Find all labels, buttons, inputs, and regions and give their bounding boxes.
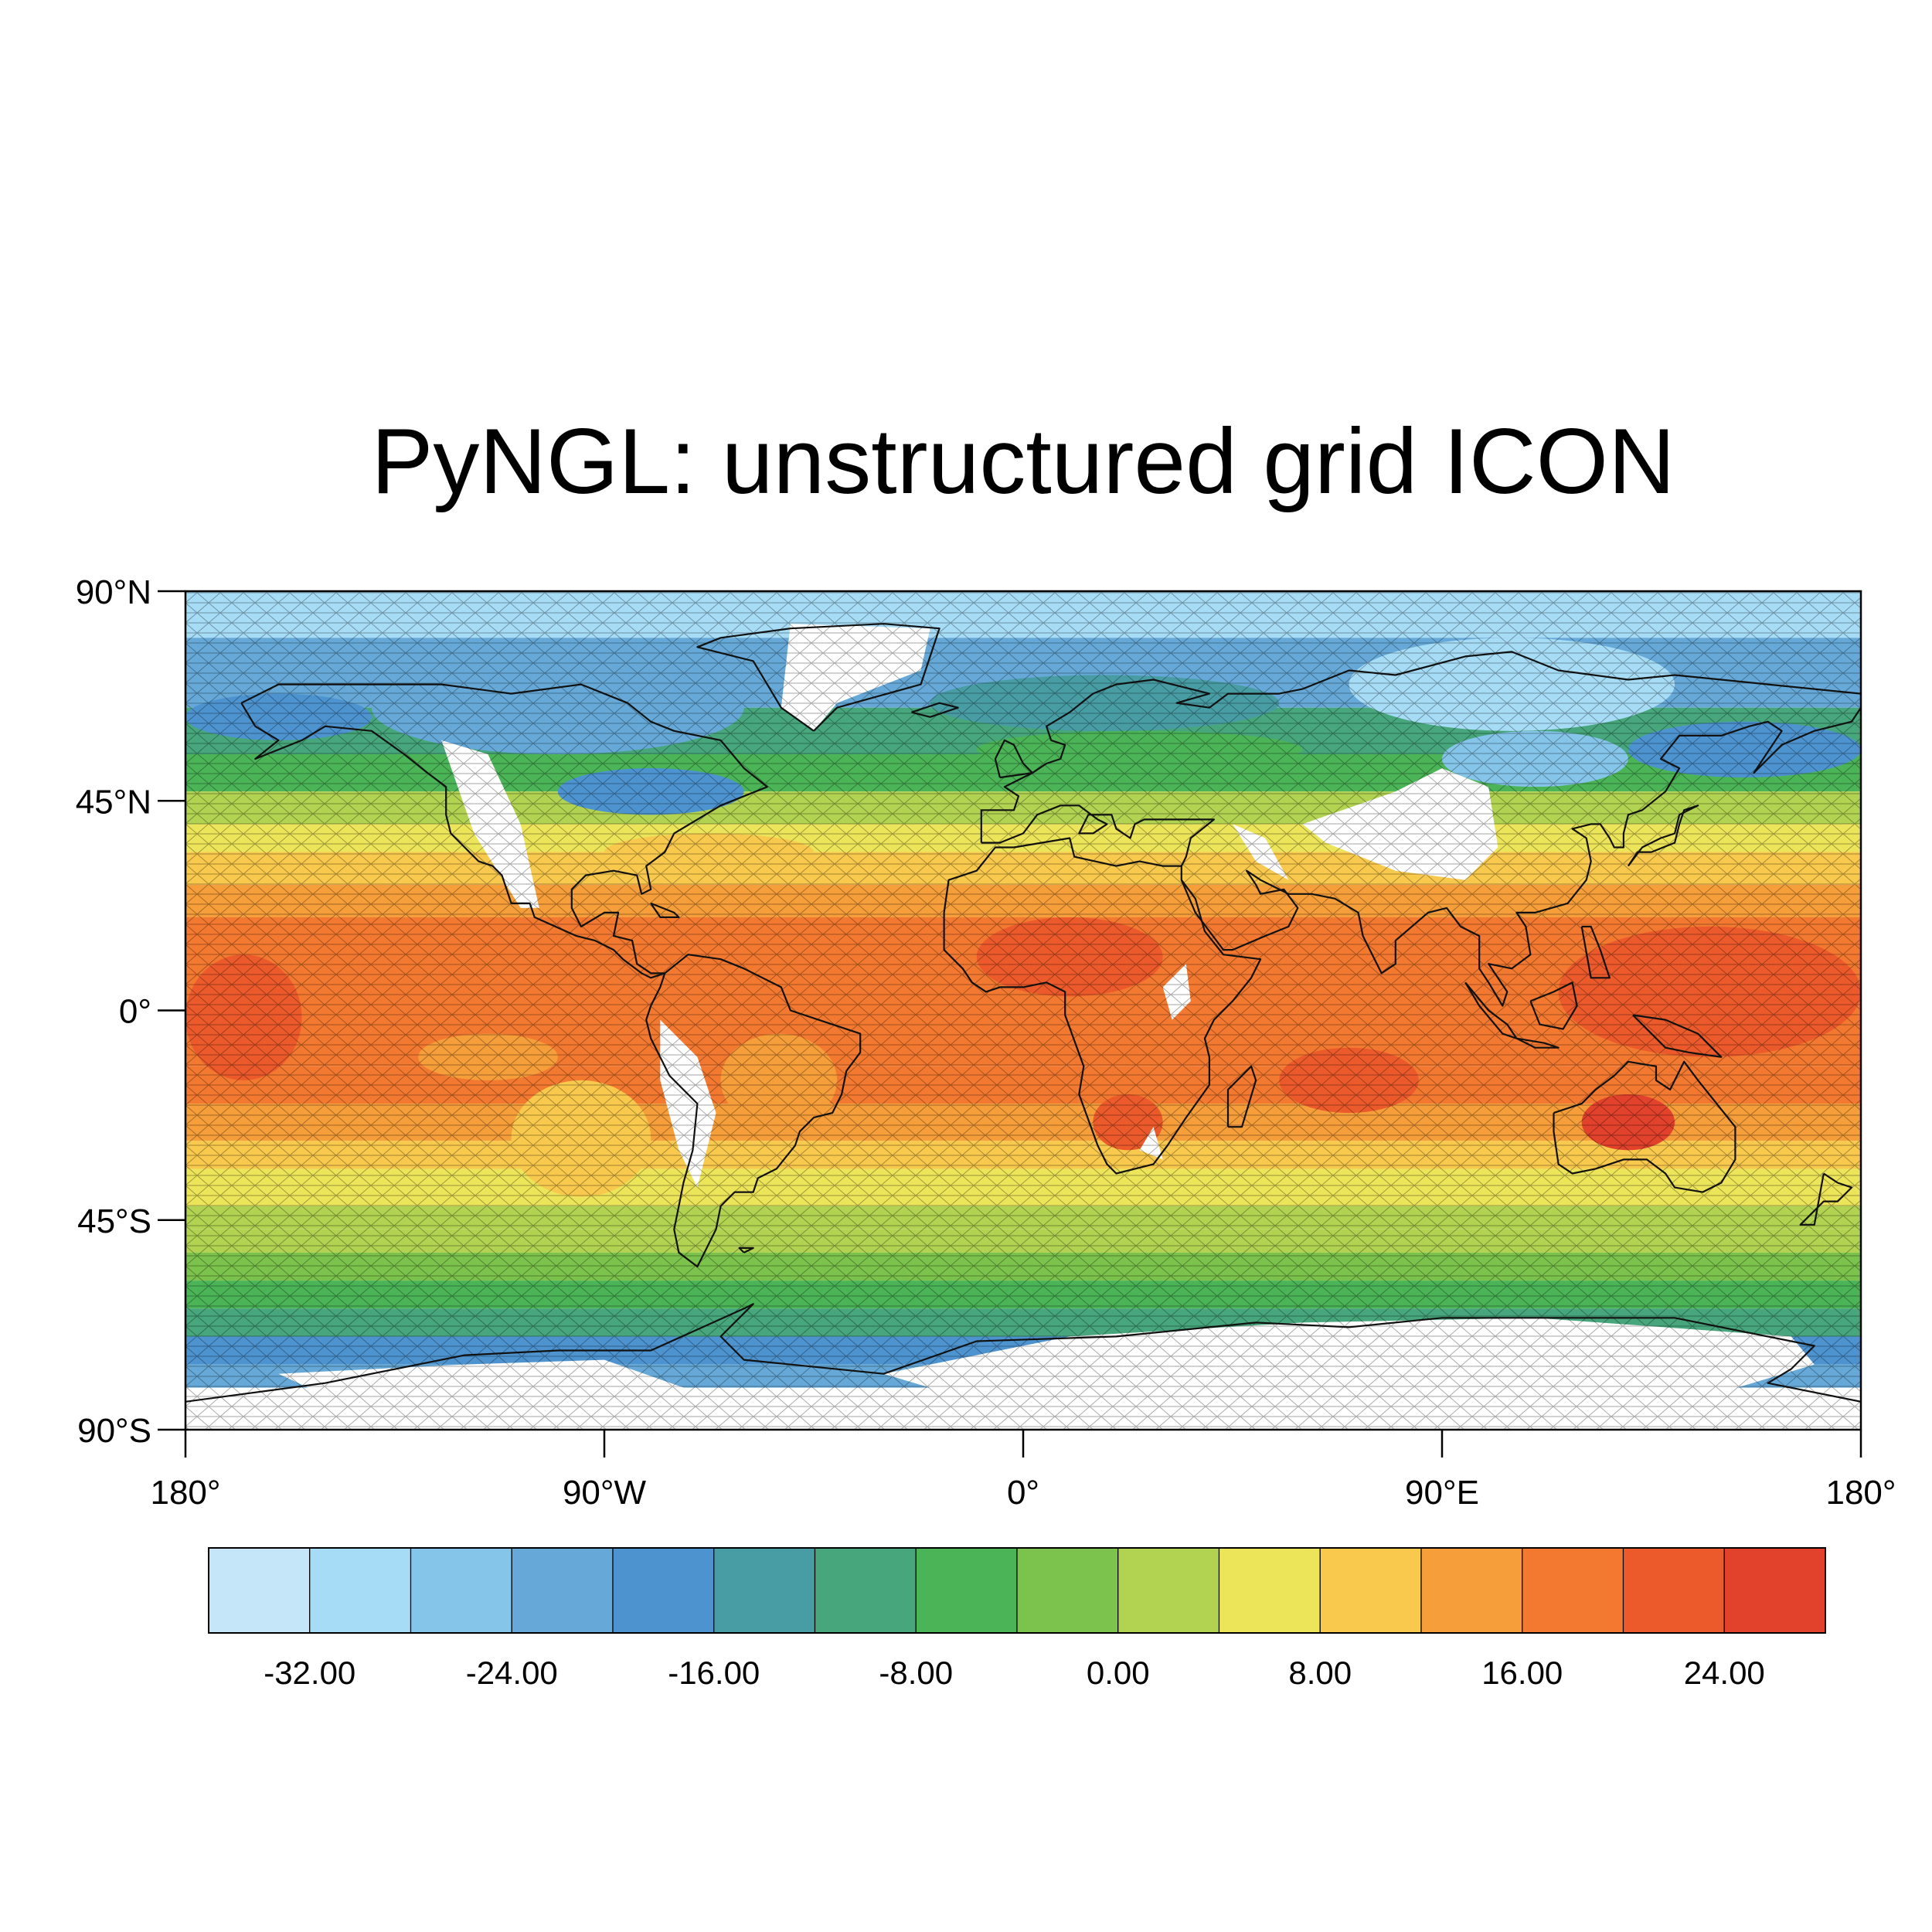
colorbar-swatch (612, 1547, 715, 1634)
latitude-axis: 90°N 45°N 0° 45°S 90°S (76, 573, 185, 1450)
lat-tick-label: 90°N (76, 573, 151, 611)
colorbar-swatch (1016, 1547, 1119, 1634)
colorbar-swatch (814, 1547, 917, 1634)
colorbar-label: -8.00 (879, 1655, 953, 1691)
coastline (994, 739, 1034, 779)
coastline (1580, 925, 1611, 979)
colorbar-swatch (309, 1547, 412, 1634)
coastline (240, 683, 768, 979)
coastline (1799, 1172, 1853, 1226)
coastline (943, 837, 1262, 1175)
coastlines (185, 623, 1861, 1403)
lon-tick-label: 90°W (563, 1474, 647, 1512)
coastline (185, 1303, 1861, 1403)
coastline (650, 902, 680, 919)
colorbar-label: 16.00 (1481, 1655, 1563, 1691)
colorbar-swatch (713, 1547, 816, 1634)
colorbar-swatch (511, 1547, 614, 1634)
lon-tick-label: 90°E (1405, 1474, 1479, 1512)
colorbar-swatch (1723, 1547, 1826, 1634)
coastline (911, 702, 959, 718)
colorbar-label: -24.00 (466, 1655, 558, 1691)
plot-title: PyNGL: unstructured grid ICON (371, 410, 1675, 513)
lon-tick-label: 0° (1007, 1474, 1039, 1512)
colorbar-swatch (410, 1547, 512, 1634)
lat-tick-label: 0° (119, 993, 151, 1031)
longitude-axis: 180° 90°W 0° 90°E 180° (150, 1430, 1896, 1512)
coastline (980, 651, 1861, 843)
coastline (1627, 804, 1699, 867)
lon-tick-label: 180° (1825, 1474, 1896, 1512)
coastline (645, 954, 862, 1268)
colorbar-swatch (915, 1547, 1018, 1634)
colorbar-frame (208, 1547, 1826, 1634)
coastline (1529, 981, 1578, 1030)
coastline (1226, 1065, 1257, 1128)
coastline (1180, 707, 1861, 1007)
colorbar-label: 24.00 (1684, 1655, 1765, 1691)
coastline (1553, 1060, 1736, 1193)
lat-tick-label: 45°N (76, 783, 151, 821)
colorbar-label: 0.00 (1087, 1655, 1150, 1691)
colorbar-swatch (208, 1547, 311, 1634)
map-panel: 90°N 45°N 0° 45°S 90°S 180° 90°W 0° 90°E 180° (76, 573, 1896, 1512)
lon-tick-label: 180° (150, 1474, 220, 1512)
lat-tick-label: 90°S (77, 1412, 151, 1450)
coastline (981, 804, 1216, 867)
colorbar-swatch (1420, 1547, 1523, 1634)
colorbar-swatch (1218, 1547, 1321, 1634)
colorbar-swatch (1622, 1547, 1725, 1634)
colorbar-label: -32.00 (264, 1655, 355, 1691)
coastline (696, 623, 940, 732)
colorbar-swatch (1319, 1547, 1422, 1634)
colorbar-swatch (1117, 1547, 1220, 1634)
colorbar-label: -16.00 (668, 1655, 760, 1691)
lat-tick-label: 45°S (77, 1202, 151, 1240)
coastline (1632, 1014, 1723, 1058)
coastline (1515, 1037, 1560, 1049)
triangular-grid-mesh (185, 591, 1861, 1430)
colorbar-label: 8.00 (1288, 1655, 1352, 1691)
colorbar: -32.00 -24.00 -16.00 -8.00 0.00 8.00 16.00 24.0… (208, 1547, 1826, 1691)
coastline (738, 1247, 754, 1253)
colorbar-swatch (1522, 1547, 1624, 1634)
